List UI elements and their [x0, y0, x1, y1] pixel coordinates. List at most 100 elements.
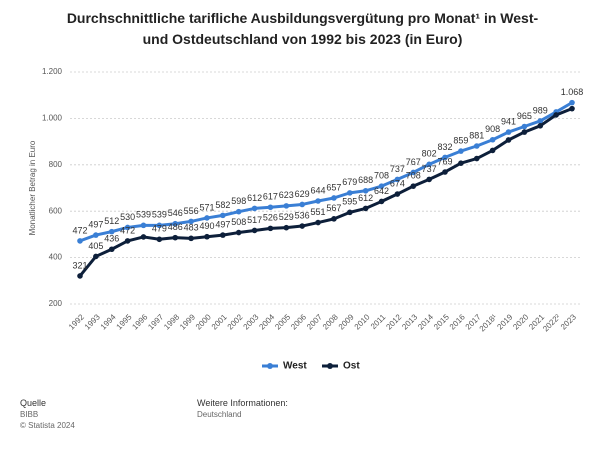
x-tick-label: 2016 — [448, 312, 467, 331]
x-tick-label: 2018¹ — [478, 312, 499, 333]
data-point — [505, 129, 512, 135]
data-point — [77, 238, 83, 244]
data-point — [537, 118, 544, 124]
data-label: 708 — [374, 171, 389, 181]
data-label: 321 — [72, 260, 87, 270]
y-tick-label: 1.200 — [42, 67, 63, 76]
data-point — [172, 220, 179, 227]
x-tick-label: 2013 — [400, 312, 419, 331]
data-label: 737 — [390, 164, 405, 174]
x-tick-label: 2011 — [369, 312, 388, 331]
x-tick-label: 2007 — [305, 312, 324, 331]
x-tick-label: 2019 — [495, 312, 514, 331]
data-label: 679 — [342, 177, 357, 187]
legend-label: West — [283, 361, 307, 372]
data-label: 657 — [326, 182, 341, 192]
data-label: 965 — [517, 111, 532, 121]
data-point — [473, 143, 480, 149]
x-tick-label: 2010 — [353, 312, 372, 331]
data-label: 688 — [358, 175, 373, 185]
x-tick-label: 2012 — [384, 312, 403, 331]
x-tick-label: 2002 — [226, 312, 245, 331]
data-label: 623 — [279, 190, 294, 200]
data-point — [93, 253, 99, 260]
x-tick-label: 1995 — [115, 312, 134, 331]
y-tick-label: 600 — [49, 206, 63, 215]
data-label: 881 — [469, 130, 484, 140]
data-point — [426, 176, 432, 183]
data-label: 642 — [374, 186, 389, 196]
data-label: 517 — [247, 215, 262, 225]
data-point — [299, 201, 305, 208]
data-label: 708 — [406, 171, 421, 181]
data-label: 530 — [120, 212, 135, 222]
data-point — [473, 155, 480, 162]
data-point — [521, 123, 528, 130]
data-label: 612 — [247, 193, 262, 203]
data-label: 536 — [295, 210, 310, 220]
x-tick-label: 2003 — [242, 312, 261, 331]
data-point — [188, 235, 194, 242]
x-tick-label: 2000 — [194, 312, 213, 331]
data-point — [378, 198, 385, 205]
legend-marker — [267, 363, 273, 369]
data-point — [378, 183, 385, 189]
data-label: 497 — [215, 219, 230, 229]
x-tick-label: 1994 — [99, 312, 118, 331]
data-label: 546 — [168, 208, 183, 218]
data-point — [458, 148, 464, 154]
data-point — [124, 224, 131, 231]
data-label: 539 — [152, 210, 167, 220]
data-point — [569, 105, 575, 112]
data-point — [156, 236, 163, 243]
x-tick-label: 2023 — [559, 312, 578, 331]
x-tick-label: 1997 — [146, 312, 165, 331]
source-label: Quelle — [20, 398, 47, 408]
data-point — [93, 232, 99, 238]
data-label: 674 — [390, 178, 405, 188]
data-label: 644 — [311, 185, 326, 195]
data-point — [108, 228, 115, 235]
data-label: 582 — [215, 200, 230, 210]
data-point — [347, 209, 353, 216]
data-point — [204, 215, 210, 221]
y-tick-label: 200 — [49, 299, 63, 308]
data-label: 941 — [501, 116, 516, 126]
data-label: 989 — [533, 105, 548, 115]
data-label: 472 — [120, 225, 135, 235]
chart-title: Durchschnittliche tarifliche Ausbildungs… — [66, 10, 539, 47]
y-tick-label: 1.000 — [42, 114, 63, 123]
data-point — [77, 273, 83, 279]
data-label: 859 — [453, 135, 468, 145]
x-tick-label: 2001 — [210, 312, 229, 331]
data-label: 737 — [422, 164, 437, 174]
data-point — [553, 112, 559, 118]
data-label: 769 — [438, 156, 453, 166]
data-point — [267, 225, 274, 232]
info: Deutschland — [197, 410, 242, 419]
data-point — [140, 222, 147, 229]
data-point — [410, 169, 417, 176]
data-point — [410, 183, 417, 189]
data-point — [299, 223, 305, 229]
data-point — [426, 161, 432, 168]
data-label: 479 — [152, 224, 167, 234]
data-point — [108, 246, 115, 253]
info-block: Weitere Informationen: Deutschland — [197, 398, 288, 420]
data-point — [188, 218, 194, 225]
x-tick-label: 2009 — [337, 312, 356, 331]
x-tick-label: 1992 — [67, 312, 86, 331]
data-label: 508 — [231, 217, 246, 227]
data-point — [489, 147, 496, 154]
data-point — [235, 229, 242, 236]
data-label: 908 — [485, 124, 500, 134]
copyright: © Statista 2024 — [20, 421, 75, 430]
data-point — [267, 204, 274, 211]
data-point — [442, 154, 448, 161]
data-label: 612 — [358, 193, 373, 203]
x-tick-label: 2004 — [257, 312, 276, 331]
x-tick-label: 2014 — [416, 312, 435, 331]
data-point — [569, 99, 575, 106]
